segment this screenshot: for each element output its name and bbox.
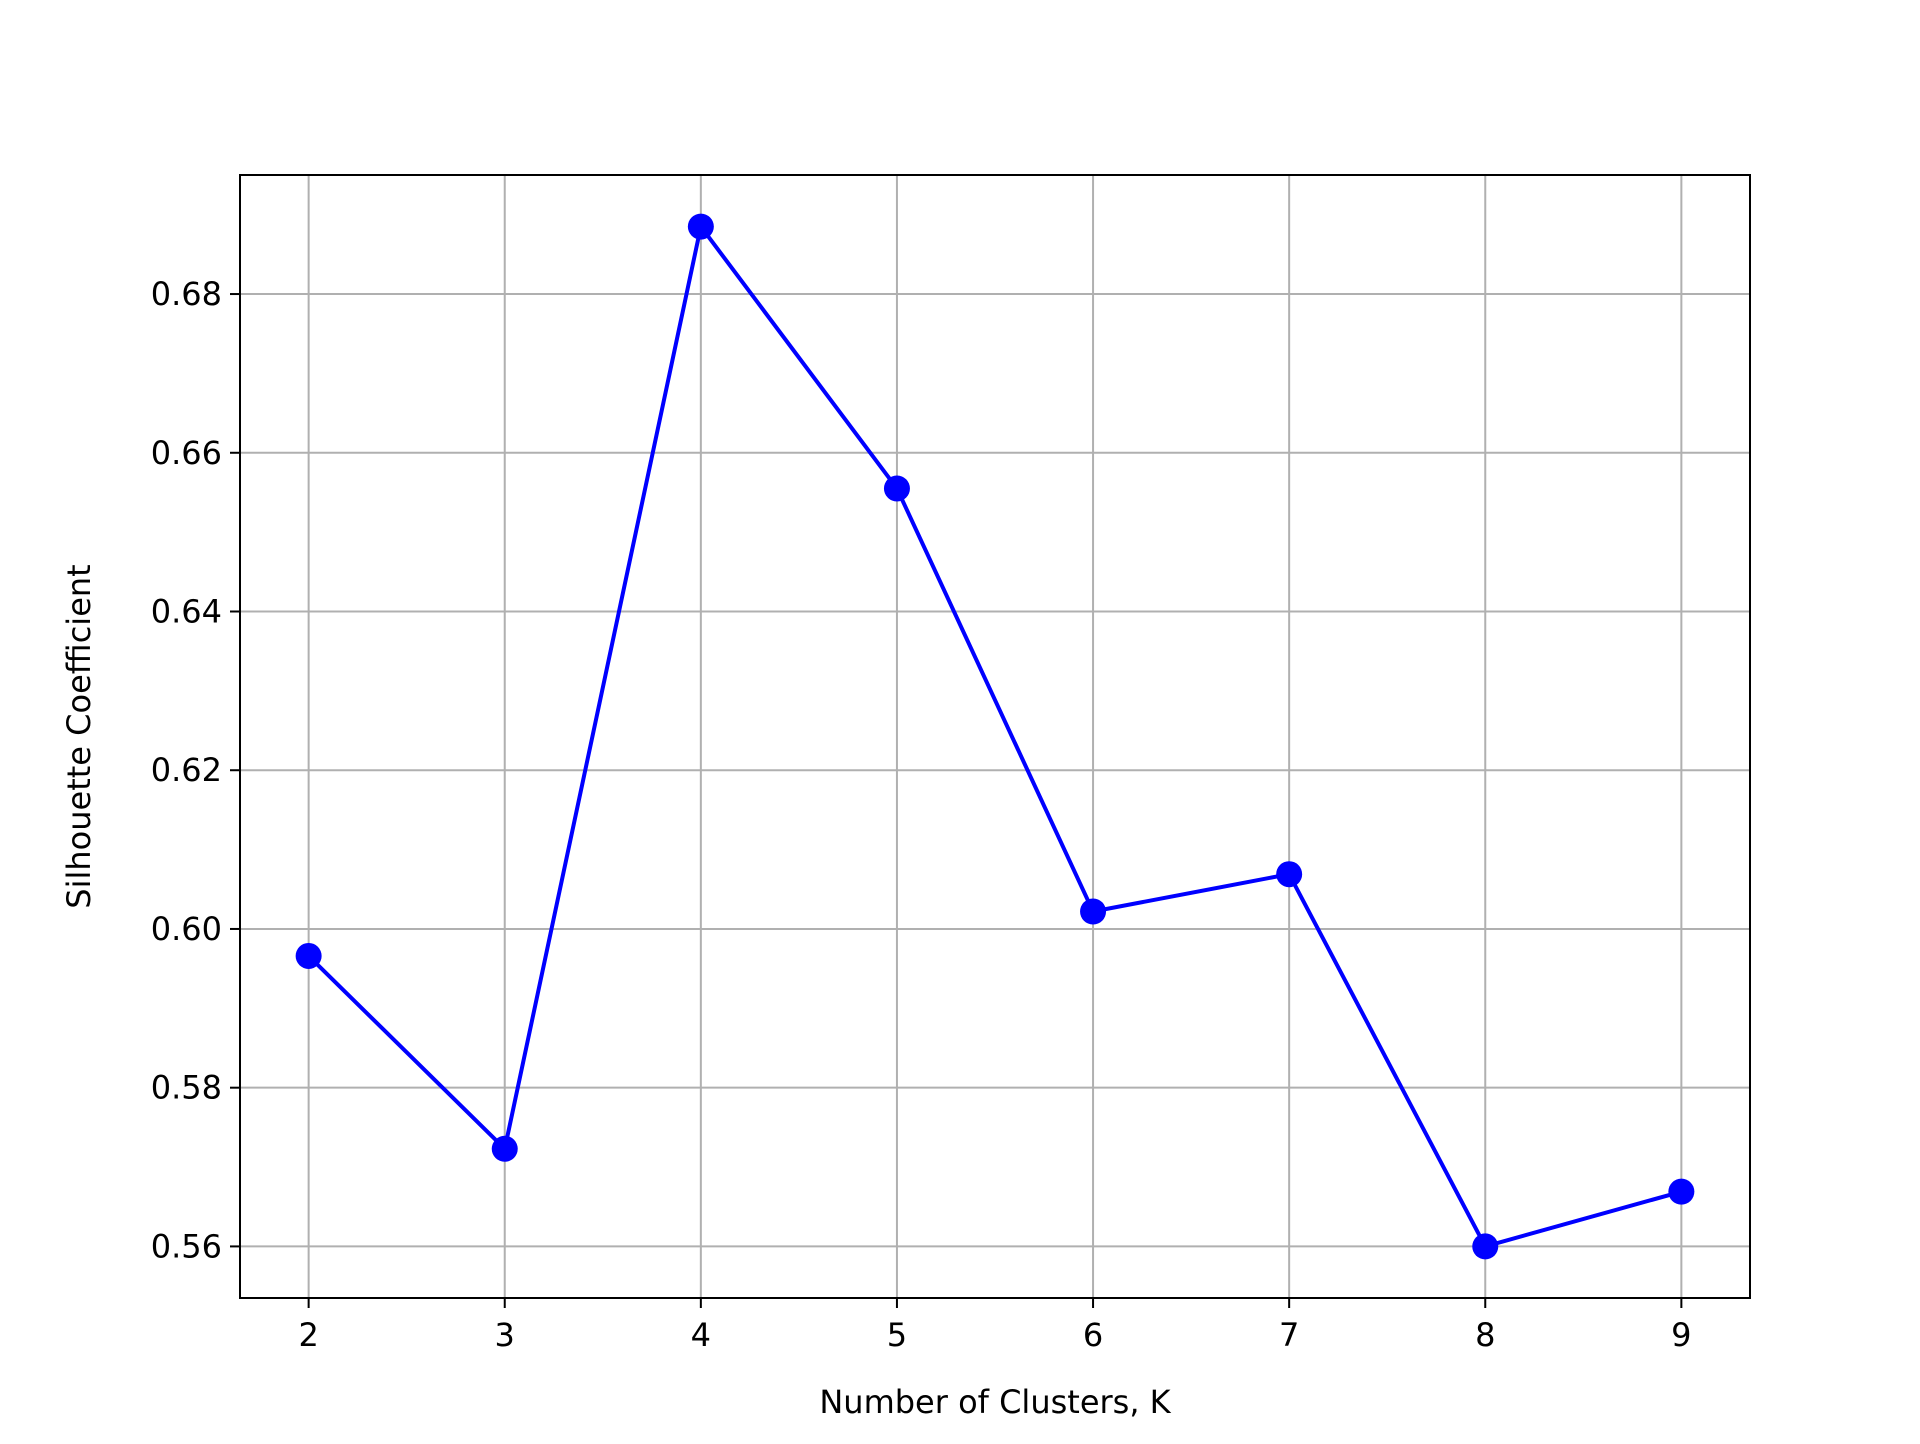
- x-tick-label: 2: [298, 1316, 318, 1354]
- plot-area-frame: [239, 174, 1751, 1299]
- y-tick-label: 0.56: [151, 1227, 222, 1265]
- y-tick-label: 0.60: [151, 910, 222, 948]
- x-tick-label: 7: [1279, 1316, 1299, 1354]
- x-tick-label: 8: [1475, 1316, 1495, 1354]
- axis-ticks: 2 3 4 5 6 7 8 9 0.56 0.58 0.60 0.62 0.64 0.66 0.68: [151, 275, 1692, 1354]
- y-tick-label: 0.68: [151, 275, 222, 313]
- series-line: [307, 224, 1682, 1249]
- x-tick-label: 6: [1083, 1316, 1103, 1354]
- data-point-marker: [295, 942, 322, 969]
- y-tick-label: 0.66: [151, 434, 222, 472]
- data-point-marker: [1472, 1233, 1499, 1260]
- y-tick-label: 0.62: [151, 751, 222, 789]
- x-axis-label: Number of Clusters, K: [819, 1383, 1171, 1421]
- data-point-marker: [1080, 898, 1107, 925]
- data-point-marker: [883, 475, 910, 502]
- y-tick-label: 0.58: [151, 1069, 222, 1107]
- data-point-marker: [687, 213, 714, 240]
- data-point-marker: [1276, 861, 1303, 888]
- data-series: [295, 213, 1695, 1260]
- x-tick-label: 4: [691, 1316, 711, 1354]
- x-tick-label: 3: [495, 1316, 515, 1354]
- x-tick-label: 9: [1671, 1316, 1691, 1354]
- grid-lines: [240, 175, 1750, 1298]
- x-tick-label: 5: [887, 1316, 907, 1354]
- y-tick-label: 0.64: [151, 593, 222, 631]
- data-point-marker: [1668, 1178, 1695, 1205]
- data-point-marker: [491, 1135, 518, 1162]
- y-axis-label: Silhouette Coefficient: [60, 564, 98, 908]
